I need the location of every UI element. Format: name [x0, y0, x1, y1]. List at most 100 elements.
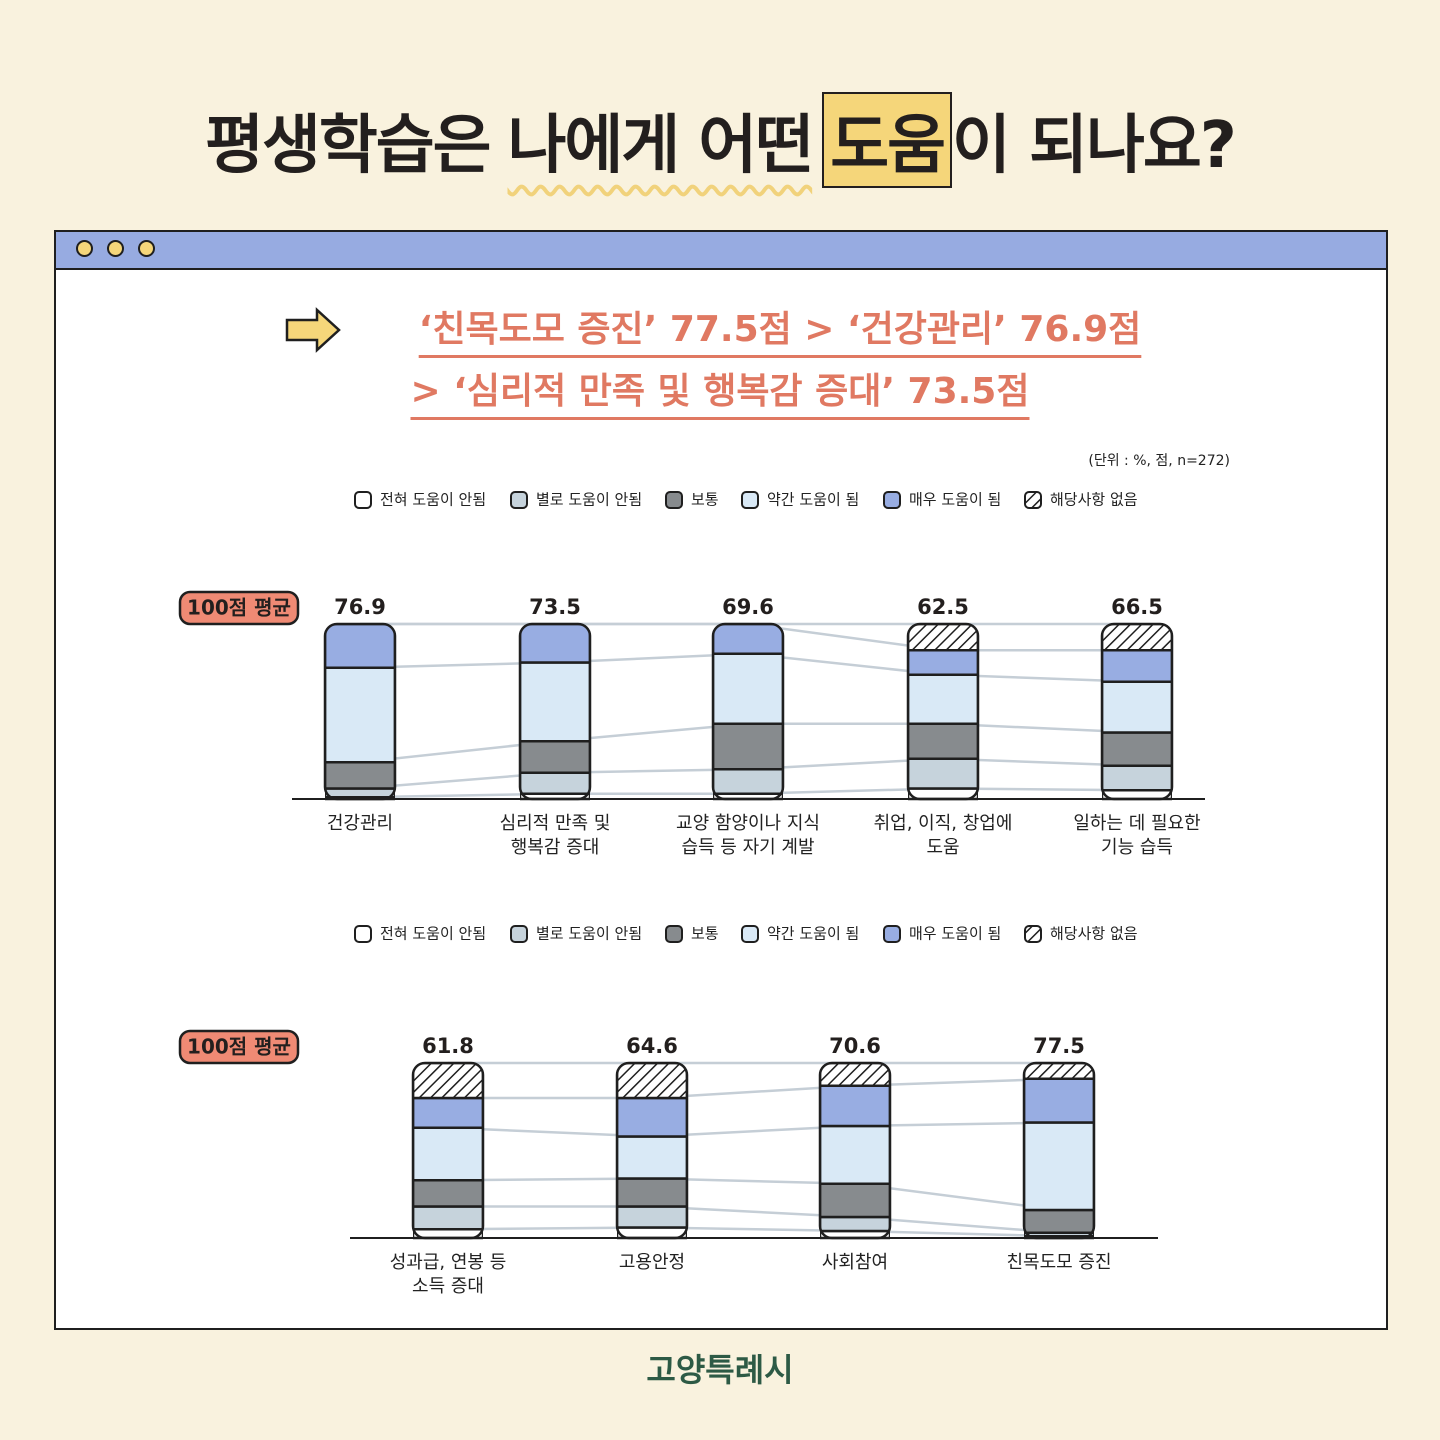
bar-segment: [617, 1135, 687, 1180]
score-label: 76.9: [334, 595, 386, 619]
bar-segment: [1024, 1063, 1094, 1080]
bar-segment: [1102, 649, 1172, 683]
category-label: 취업, 이직, 창업에 도움: [873, 813, 1013, 858]
title: 평생학습은 나에게 어떤 도움 이 되나요?: [0, 92, 1440, 188]
legend-marker: [354, 925, 372, 943]
bar-stack: [1024, 1063, 1094, 1240]
bar-segment: [325, 624, 395, 669]
category-label: 건강관리: [326, 813, 394, 834]
bar-segment: [1102, 764, 1172, 792]
bar-segment: [908, 649, 978, 676]
bar-stack: [820, 1063, 890, 1240]
window-dot: [138, 240, 155, 257]
legend-label: 약간 도움이 됨: [767, 491, 859, 509]
bar-segment: [1024, 1121, 1094, 1212]
bar-segment: [908, 624, 978, 652]
score-label: 62.5: [917, 595, 969, 619]
footer-logo: 고양특례시: [646, 1351, 794, 1389]
headline: ‘친목도모 증진’ 77.5점 > ‘건강관리’ 76.9점: [0, 300, 1440, 352]
badge-label: 100점 평균: [187, 1035, 291, 1059]
bar-segment: [820, 1182, 890, 1219]
legend-marker: [1024, 491, 1042, 509]
legend-marker: [1024, 925, 1042, 943]
bar-stack: [713, 624, 783, 801]
legend-label: 매우 도움이 됨: [909, 925, 1001, 943]
legend-label: 해당사항 없음: [1050, 491, 1138, 509]
bar-segment: [1102, 731, 1172, 767]
bar-segment: [908, 787, 978, 801]
bar-stack: [520, 624, 590, 801]
category-label: 일하는 데 필요한 기능 습득: [1073, 813, 1201, 858]
bar-segment: [1102, 624, 1172, 652]
bar-segment: [413, 1179, 483, 1208]
headline-line: ‘친목도모 증진’ 77.5점 > ‘건강관리’ 76.9점: [418, 309, 1142, 350]
category-label: 친목도모 증진: [1006, 1252, 1112, 1273]
bar-segment: [820, 1063, 890, 1087]
bar-stack: [908, 624, 978, 801]
bar-segment: [413, 1205, 483, 1231]
score-label: 61.8: [422, 1034, 474, 1058]
bar-segment: [520, 771, 590, 795]
bar-segment: [617, 1096, 687, 1138]
bar-segment: [820, 1084, 890, 1128]
legend-marker: [741, 925, 759, 943]
bar-segment: [617, 1205, 687, 1229]
score-label: 70.6: [829, 1034, 881, 1058]
legend-label: 전혀 도움이 안됨: [380, 491, 486, 509]
score-label: 64.6: [626, 1034, 678, 1058]
score-label: 66.5: [1111, 595, 1163, 619]
title-part: 이 되나요?: [951, 109, 1237, 183]
score-label: 69.6: [722, 595, 774, 619]
bar-stack: [1102, 624, 1172, 801]
legend-marker: [741, 491, 759, 509]
bar-segment: [1102, 680, 1172, 734]
window-dot: [76, 240, 93, 257]
badge-label: 100점 평균: [187, 596, 291, 620]
bar-segment: [617, 1177, 687, 1208]
bar-segment: [520, 740, 590, 774]
bar-segment: [325, 761, 395, 790]
bar-segment: [713, 652, 783, 725]
arrow-icon: [285, 307, 341, 353]
bar-segment: [520, 624, 590, 664]
legend-marker: [883, 491, 901, 509]
bar-segment: [325, 666, 395, 764]
bar-segment: [908, 722, 978, 760]
category-label: 심리적 만족 및 행복감 증대: [499, 813, 611, 858]
bar-segment: [820, 1124, 890, 1185]
connectors: [447, 1061, 1060, 1238]
bar-stack: [617, 1063, 687, 1240]
title-highlight: 도움: [822, 92, 952, 188]
legend-label: 전혀 도움이 안됨: [380, 925, 486, 943]
bar-segment: [713, 722, 783, 771]
bar-segment: [617, 1226, 687, 1240]
bar-segment: [413, 1126, 483, 1182]
legend-label: 별로 도움이 안됨: [536, 925, 642, 943]
category-label: 고용안정: [618, 1252, 686, 1273]
bar-segment: [713, 768, 783, 795]
category-label: 교양 함양이나 지식 습득 등 자기 계발: [676, 813, 820, 858]
category-label: 사회참여: [821, 1252, 889, 1273]
legend-label: 보통: [691, 491, 719, 509]
bar-segment: [820, 1215, 890, 1233]
badge: [178, 1029, 300, 1065]
legend-marker: [354, 491, 372, 509]
bar-segment: [908, 757, 978, 790]
legend-label: 별로 도움이 안됨: [536, 491, 642, 509]
title-part: 평생학습은: [205, 109, 491, 183]
bar-segment: [1024, 1077, 1094, 1124]
bar-stack: [413, 1063, 483, 1240]
window-dot: [107, 240, 124, 257]
legend-label: 보통: [691, 925, 719, 943]
bar-segment: [617, 1063, 687, 1100]
bar-segment: [1024, 1208, 1094, 1234]
frame-bar: [56, 232, 1386, 270]
legend-marker: [665, 491, 683, 509]
category-label: 성과급, 연봉 등 소득 증대: [389, 1252, 507, 1297]
headline: > ‘심리적 만족 및 행복감 증대’ 73.5점: [0, 362, 1440, 414]
bar-segment: [520, 661, 590, 743]
unit-note: (단위 : %, 점, n=272): [1088, 453, 1230, 469]
bar-segment: [908, 673, 978, 725]
